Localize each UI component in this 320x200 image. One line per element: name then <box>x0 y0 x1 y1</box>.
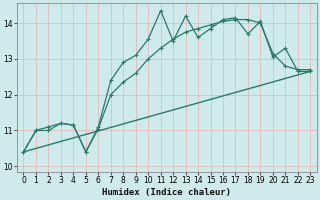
X-axis label: Humidex (Indice chaleur): Humidex (Indice chaleur) <box>102 188 231 197</box>
